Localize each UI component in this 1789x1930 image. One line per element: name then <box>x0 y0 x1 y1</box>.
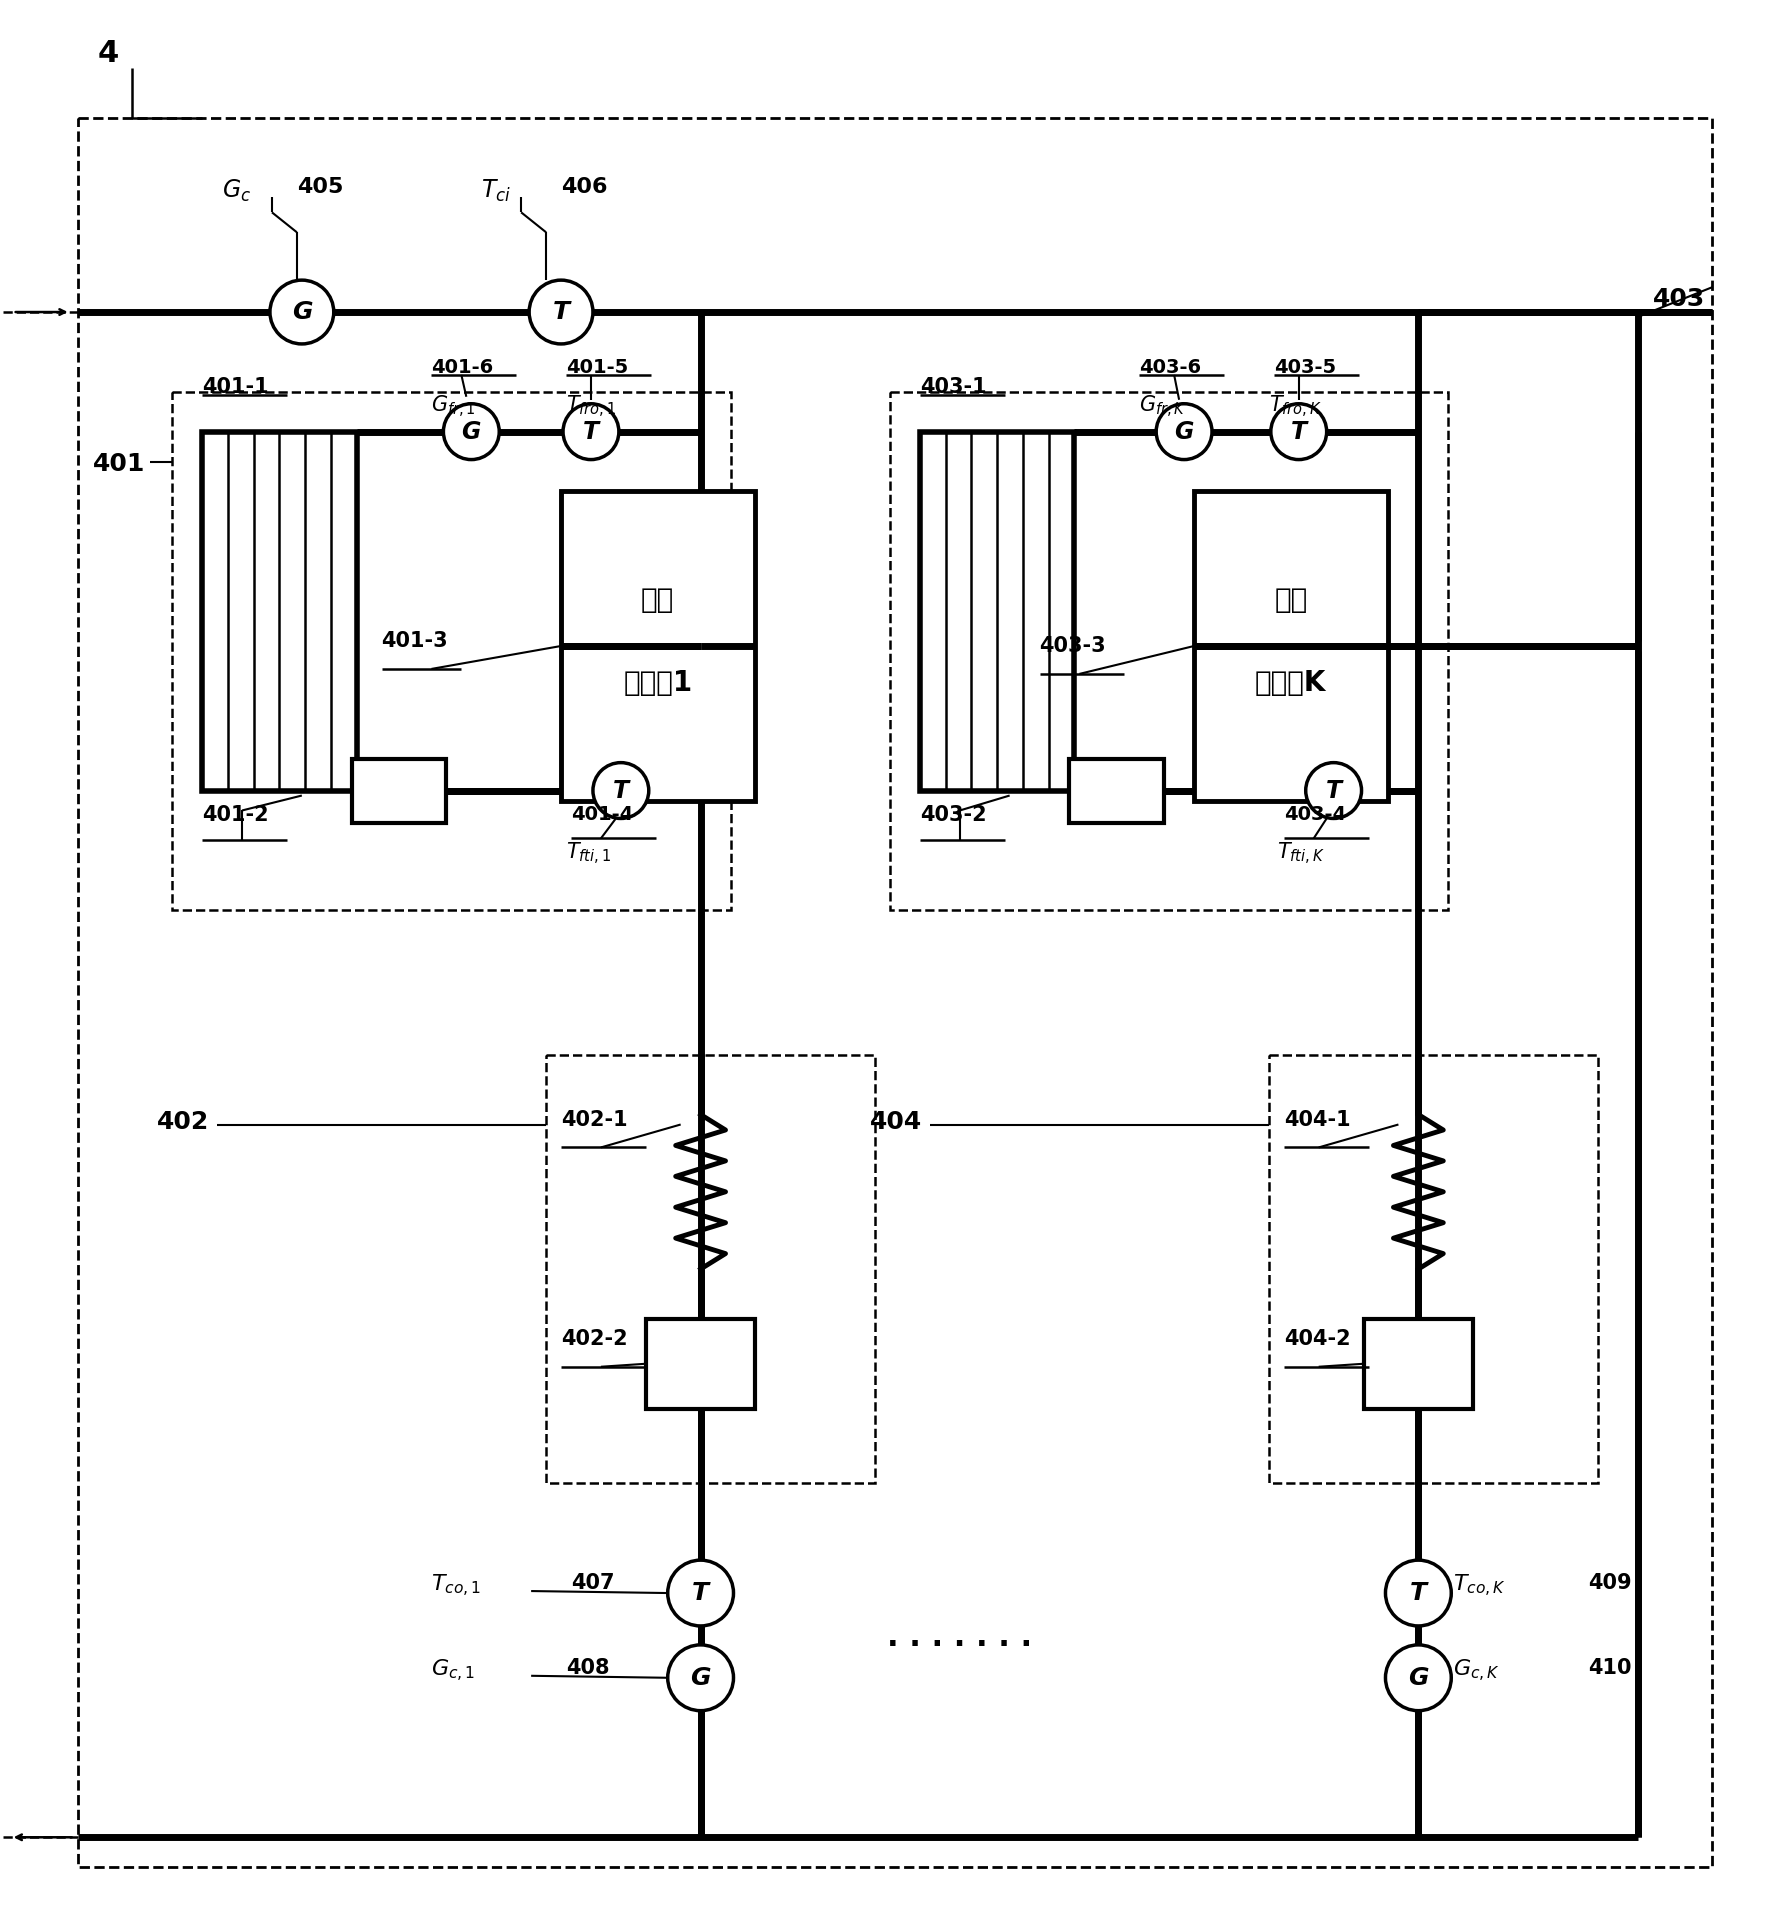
Bar <box>889 392 1449 911</box>
Text: $T_{fti,1}$: $T_{fti,1}$ <box>565 840 612 867</box>
Text: 402-2: 402-2 <box>562 1330 628 1349</box>
Circle shape <box>564 403 619 459</box>
Text: T: T <box>692 1581 708 1606</box>
Circle shape <box>592 762 649 818</box>
Bar <box>172 392 730 911</box>
Text: $T_{co,1}$: $T_{co,1}$ <box>431 1573 481 1600</box>
Text: T: T <box>553 299 569 324</box>
Circle shape <box>1385 1644 1451 1710</box>
Circle shape <box>1156 403 1211 459</box>
Circle shape <box>1306 762 1361 818</box>
Text: 4: 4 <box>97 39 118 68</box>
Text: $T_{fti,K}$: $T_{fti,K}$ <box>1277 840 1324 867</box>
Text: $G_{fr,1}$: $G_{fr,1}$ <box>431 394 476 421</box>
Text: 403-4: 403-4 <box>1285 805 1345 824</box>
Text: 409: 409 <box>1589 1573 1632 1592</box>
Text: G: G <box>1408 1666 1429 1691</box>
Bar <box>1363 1318 1472 1409</box>
Text: T: T <box>1410 1581 1428 1606</box>
Text: 支路: 支路 <box>1274 585 1308 614</box>
Circle shape <box>444 403 499 459</box>
Bar <box>546 1054 875 1484</box>
Text: 401: 401 <box>93 452 145 475</box>
Text: $G_{c,1}$: $G_{c,1}$ <box>431 1658 476 1685</box>
Text: $G_{c,K}$: $G_{c,K}$ <box>1453 1658 1501 1685</box>
Text: T: T <box>1290 419 1306 444</box>
Bar <box>352 758 447 824</box>
Text: 401-1: 401-1 <box>202 376 268 398</box>
Bar <box>920 432 1075 791</box>
Text: 410: 410 <box>1589 1658 1632 1677</box>
Text: 406: 406 <box>562 178 608 197</box>
Text: T: T <box>614 778 630 803</box>
Text: $T_{ci}$: $T_{ci}$ <box>481 178 512 205</box>
Bar <box>646 1318 755 1409</box>
Text: $G_c$: $G_c$ <box>222 178 250 205</box>
Text: $T_{fro,1}$: $T_{fro,1}$ <box>565 394 615 421</box>
Text: T: T <box>1326 778 1342 803</box>
Text: 404: 404 <box>869 1110 923 1133</box>
Circle shape <box>667 1644 733 1710</box>
Text: 408: 408 <box>565 1658 610 1677</box>
Text: 402-1: 402-1 <box>562 1110 628 1129</box>
Text: 403-6: 403-6 <box>1140 357 1202 376</box>
Text: 401-4: 401-4 <box>571 805 633 824</box>
Text: $T_{fro,K}$: $T_{fro,K}$ <box>1268 394 1322 421</box>
Text: 404-1: 404-1 <box>1285 1110 1351 1129</box>
Text: T: T <box>583 419 599 444</box>
Text: 403-1: 403-1 <box>920 376 986 398</box>
Text: 403-2: 403-2 <box>920 805 986 826</box>
Text: $G_{fr,K}$: $G_{fr,K}$ <box>1140 394 1186 421</box>
Text: 402: 402 <box>157 1110 209 1133</box>
Circle shape <box>270 280 335 344</box>
Text: 405: 405 <box>297 178 343 197</box>
Text: G: G <box>691 1666 710 1691</box>
Text: 404-2: 404-2 <box>1285 1330 1351 1349</box>
Text: 403: 403 <box>1653 288 1705 311</box>
Circle shape <box>1385 1559 1451 1625</box>
Bar <box>1070 758 1165 824</box>
Bar <box>1193 492 1388 801</box>
Circle shape <box>667 1559 733 1625</box>
Text: 支路: 支路 <box>640 585 674 614</box>
Bar <box>1268 1054 1598 1484</box>
Circle shape <box>1270 403 1327 459</box>
Text: 401-3: 401-3 <box>381 631 449 650</box>
Text: 401-2: 401-2 <box>202 805 268 826</box>
Text: $T_{co,K}$: $T_{co,K}$ <box>1453 1573 1506 1600</box>
Text: G: G <box>1174 419 1193 444</box>
Circle shape <box>530 280 592 344</box>
Text: 403-3: 403-3 <box>1039 637 1106 656</box>
Text: 401-6: 401-6 <box>431 357 494 376</box>
Bar <box>562 492 755 801</box>
Bar <box>202 432 356 791</box>
Text: . . . . . . .: . . . . . . . <box>887 1623 1032 1652</box>
Text: 407: 407 <box>571 1573 614 1592</box>
Text: 换热器1: 换热器1 <box>623 670 692 697</box>
Text: 换热器K: 换热器K <box>1256 670 1326 697</box>
Text: G: G <box>462 419 481 444</box>
Text: 401-5: 401-5 <box>565 357 628 376</box>
Text: G: G <box>292 299 311 324</box>
Text: 403-5: 403-5 <box>1274 357 1336 376</box>
